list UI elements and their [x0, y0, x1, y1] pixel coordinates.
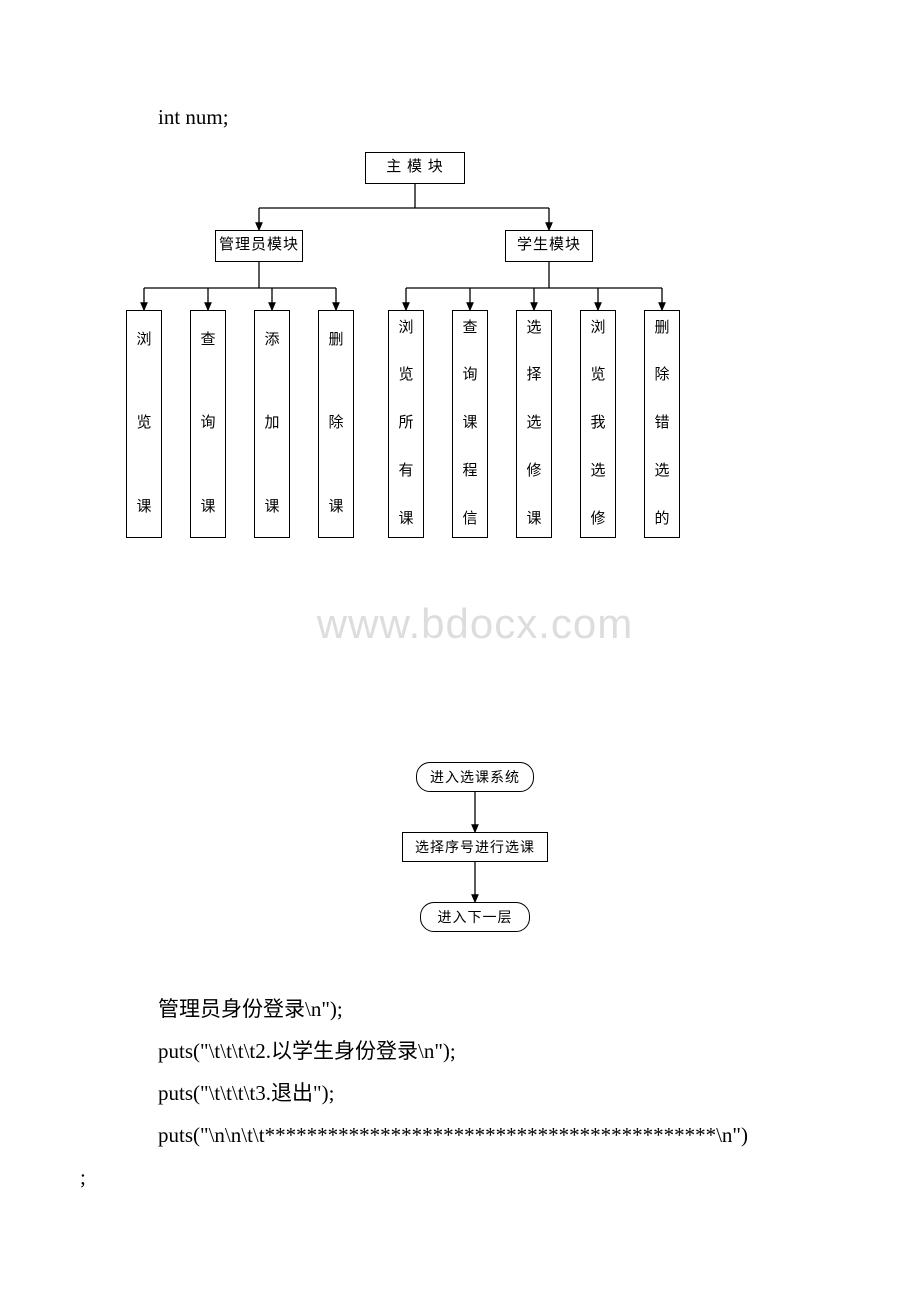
- root-node: 主 模 块: [365, 152, 465, 184]
- leaf-node-4: 浏览所有课: [388, 310, 424, 538]
- leaf-node-8: 删除错选的: [644, 310, 680, 538]
- code-line-3: puts("\t\t\t\t3.退出");: [158, 1072, 840, 1114]
- code-line-2: puts("\t\t\t\t2.以学生身份登录\n");: [158, 1030, 840, 1072]
- leaf-node-6: 选择选修课: [516, 310, 552, 538]
- flow-start: 进入选课系统: [416, 762, 534, 792]
- code-line-top: int num;: [158, 100, 840, 136]
- code-line-4: puts("\n\n\t\t**************************…: [158, 1114, 840, 1156]
- leaf-node-0: 浏览课: [126, 310, 162, 538]
- leaf-node-1: 查询课: [190, 310, 226, 538]
- leaf-node-5: 查询课程信: [452, 310, 488, 538]
- flow-process: 选择序号进行选课: [402, 832, 548, 862]
- watermark-text: www.bdocx.com: [110, 600, 840, 648]
- leaf-node-7: 浏览我选修: [580, 310, 616, 538]
- leaf-node-2: 添加课: [254, 310, 290, 538]
- code-line-1: 管理员身份登录\n");: [158, 988, 840, 1030]
- code-line-semicolon: ;: [80, 1156, 840, 1198]
- student-module-node: 学生模块: [505, 230, 593, 262]
- flowchart: 进入选课系统 选择序号进行选课 进入下一层: [390, 758, 560, 968]
- page: int num; 主 模 块 管理员模块 学生模块 浏览课查询课添加课删除课浏览…: [0, 0, 920, 1258]
- module-tree-diagram: 主 模 块 管理员模块 学生模块 浏览课查询课添加课删除课浏览所有课查询课程信选…: [120, 148, 710, 578]
- flow-end: 进入下一层: [420, 902, 530, 932]
- leaf-node-3: 删除课: [318, 310, 354, 538]
- admin-module-node: 管理员模块: [215, 230, 303, 262]
